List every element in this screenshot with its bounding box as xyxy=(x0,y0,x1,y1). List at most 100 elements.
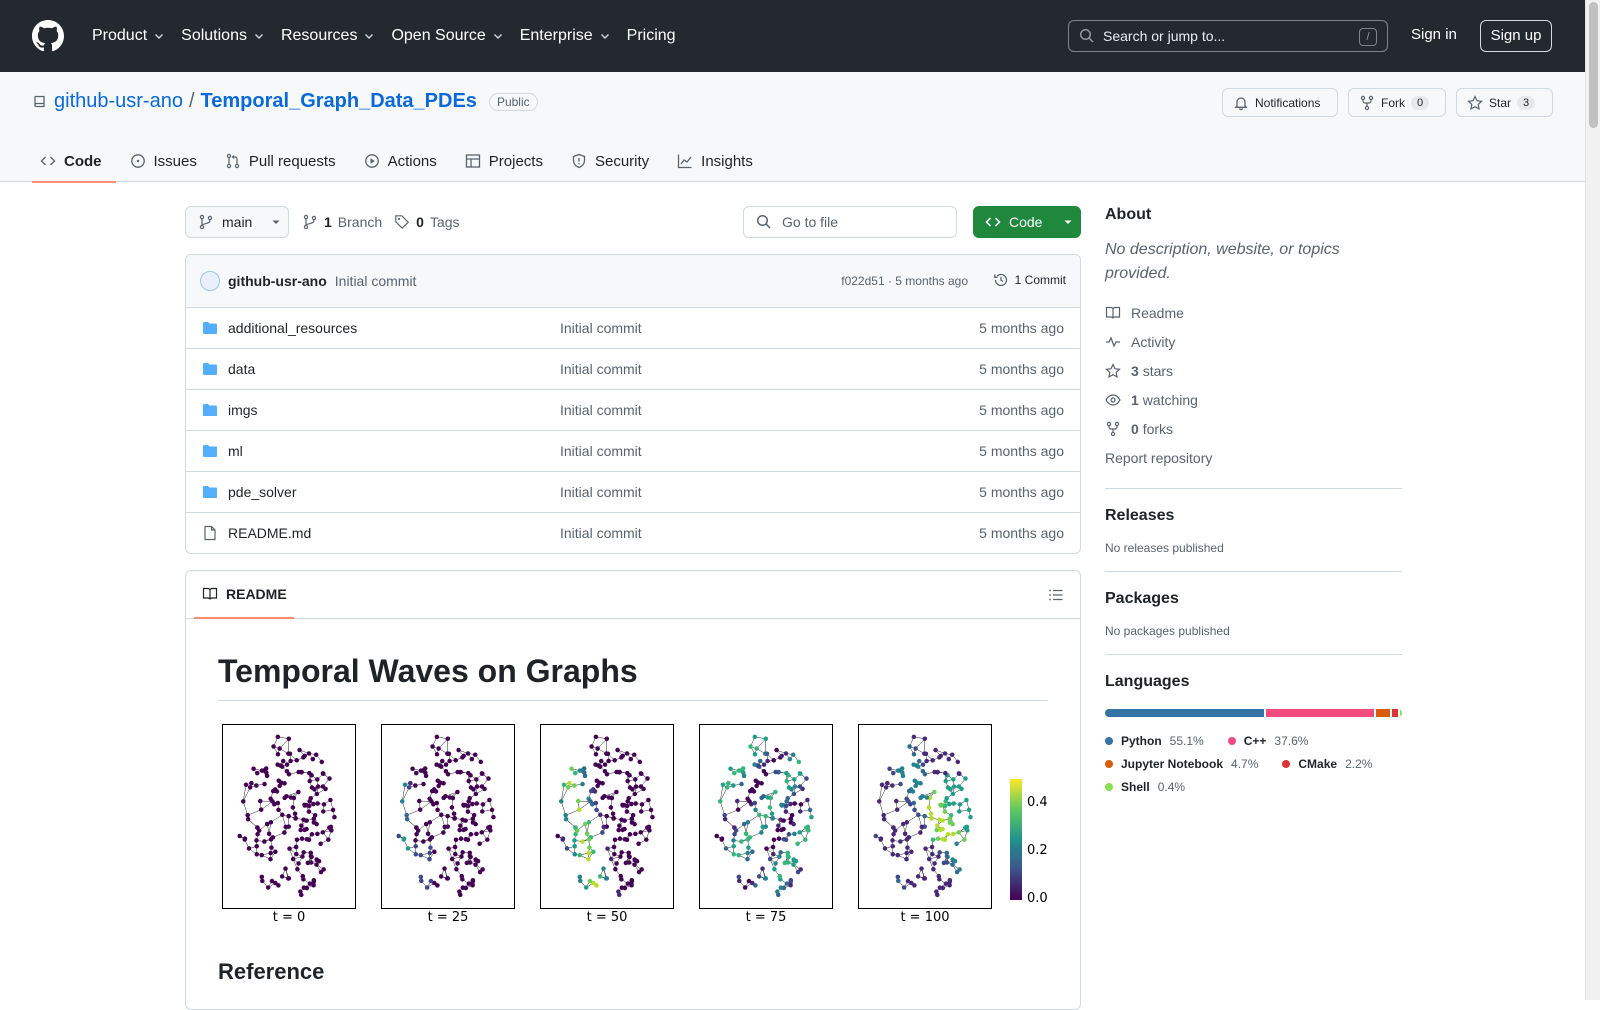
report-repository-link[interactable]: Report repository xyxy=(1105,443,1402,472)
commit-author[interactable]: github-usr-ano xyxy=(228,273,327,289)
tab-pull-requests[interactable]: Pull requests xyxy=(217,140,350,182)
readme-link[interactable]: Readme xyxy=(1105,298,1402,327)
nav-pricing-label: Pricing xyxy=(627,27,676,45)
watching-link[interactable]: 1 watching xyxy=(1105,385,1402,414)
file-commit-message[interactable]: Initial commit xyxy=(560,402,642,418)
file-commit-message[interactable]: Initial commit xyxy=(560,525,642,541)
file-name-link[interactable]: additional_resources xyxy=(228,320,357,336)
file-commit-message[interactable]: Initial commit xyxy=(560,484,642,500)
branch-select-button[interactable]: main xyxy=(185,206,289,238)
language-bar-segment[interactable] xyxy=(1400,709,1402,717)
branches-link[interactable]: 1 Branch xyxy=(302,214,382,230)
forks-link[interactable]: 0 forks xyxy=(1105,414,1402,443)
star-button[interactable]: Star 3 xyxy=(1456,88,1553,117)
figure-time-label: t = 100 xyxy=(858,910,992,925)
nav-product[interactable]: Product xyxy=(92,27,165,45)
branch-icon xyxy=(198,214,214,230)
file-row[interactable]: additional_resources Initial commit 5 mont… xyxy=(186,308,1080,349)
avatar[interactable] xyxy=(200,271,220,291)
history-icon xyxy=(993,272,1009,288)
activity-link[interactable]: Activity xyxy=(1105,327,1402,356)
commit-message[interactable]: Initial commit xyxy=(335,273,417,289)
tags-link[interactable]: 0 Tags xyxy=(394,214,459,230)
releases-empty-text: No releases published xyxy=(1105,541,1402,555)
branch-icon xyxy=(302,214,318,230)
page-scrollbar[interactable] xyxy=(1585,0,1600,1000)
commit-history-link[interactable]: 1 Commit xyxy=(993,272,1066,288)
language-bar-segment[interactable] xyxy=(1105,709,1264,717)
tab-security[interactable]: Security xyxy=(563,140,663,182)
stars-link[interactable]: 3 stars xyxy=(1105,356,1402,385)
file-row[interactable]: data Initial commit 5 months ago xyxy=(186,349,1080,390)
file-commit-time: 5 months ago xyxy=(979,320,1064,336)
list-icon[interactable] xyxy=(1048,587,1064,603)
code-dropdown-button[interactable]: Code xyxy=(973,206,1081,238)
tag-icon xyxy=(394,214,410,230)
tab-code[interactable]: Code xyxy=(32,140,116,182)
graph-plot xyxy=(382,725,514,908)
sign-up-button[interactable]: Sign up xyxy=(1480,20,1552,52)
tab-projects[interactable]: Projects xyxy=(457,140,557,182)
sign-in-link[interactable]: Sign in xyxy=(1411,26,1457,43)
nav-pricing[interactable]: Pricing xyxy=(627,27,676,45)
nav-enterprise[interactable]: Enterprise xyxy=(520,27,611,45)
search-input[interactable]: Search or jump to... / xyxy=(1068,20,1388,52)
repo-name-link[interactable]: Temporal_Graph_Data_PDEs xyxy=(201,90,477,113)
file-commit-time: 5 months ago xyxy=(979,361,1064,377)
repo-icon xyxy=(32,94,48,110)
file-name-link[interactable]: README.md xyxy=(228,525,311,541)
commit-hash-time[interactable]: f022d51 · 5 months ago xyxy=(841,274,968,288)
nav-solutions[interactable]: Solutions xyxy=(181,27,265,45)
tag-label: Tags xyxy=(430,214,460,230)
file-icon xyxy=(202,525,218,541)
figure-panel xyxy=(381,724,515,909)
tab-insights[interactable]: Insights xyxy=(669,140,767,182)
fork-button[interactable]: Fork 0 xyxy=(1348,88,1446,117)
figure-panel xyxy=(858,724,992,909)
file-name-link[interactable]: pde_solver xyxy=(228,484,297,500)
language-bar-segment[interactable] xyxy=(1392,709,1398,717)
releases-heading[interactable]: Releases xyxy=(1105,507,1402,525)
nav-open-source[interactable]: Open Source xyxy=(391,27,503,45)
file-commit-message[interactable]: Initial commit xyxy=(560,320,642,336)
tab-issues[interactable]: Issues xyxy=(122,140,211,182)
repo-separator: / xyxy=(189,90,195,113)
file-commit-message[interactable]: Initial commit xyxy=(560,443,642,459)
file-commit-message[interactable]: Initial commit xyxy=(560,361,642,377)
fork-count: 0 xyxy=(1411,96,1429,110)
language-bar-segment[interactable] xyxy=(1376,709,1390,717)
file-name-link[interactable]: data xyxy=(228,361,255,377)
file-name-link[interactable]: imgs xyxy=(228,402,258,418)
repo-owner-link[interactable]: github-usr-ano xyxy=(54,90,183,113)
star-icon xyxy=(1105,363,1121,379)
readme-body: Temporal Waves on Graphs xyxy=(218,619,1048,701)
watching-count: 1 xyxy=(1131,392,1139,408)
language-item[interactable]: C++37.6% xyxy=(1228,729,1309,752)
tab-actions[interactable]: Actions xyxy=(356,140,451,182)
language-percent: 2.2% xyxy=(1345,757,1372,771)
commit-count: 1 Commit xyxy=(1015,273,1066,287)
play-circle-icon xyxy=(364,153,380,169)
readme-tab[interactable]: README xyxy=(202,586,287,602)
scrollbar-thumb[interactable] xyxy=(1589,2,1598,128)
divider xyxy=(1105,571,1402,572)
chevron-down-icon xyxy=(599,30,611,42)
go-to-file-input[interactable]: Go to file xyxy=(743,206,957,238)
shield-icon xyxy=(571,153,587,169)
notifications-button[interactable]: Notifications xyxy=(1222,88,1338,117)
nav-resources[interactable]: Resources xyxy=(281,27,375,45)
language-bar-segment[interactable] xyxy=(1266,709,1374,717)
github-logo-icon[interactable] xyxy=(32,20,64,52)
nav-open-source-label: Open Source xyxy=(391,27,485,45)
packages-heading[interactable]: Packages xyxy=(1105,590,1402,608)
branch-count: 1 xyxy=(324,214,332,230)
file-name-link[interactable]: ml xyxy=(228,443,243,459)
